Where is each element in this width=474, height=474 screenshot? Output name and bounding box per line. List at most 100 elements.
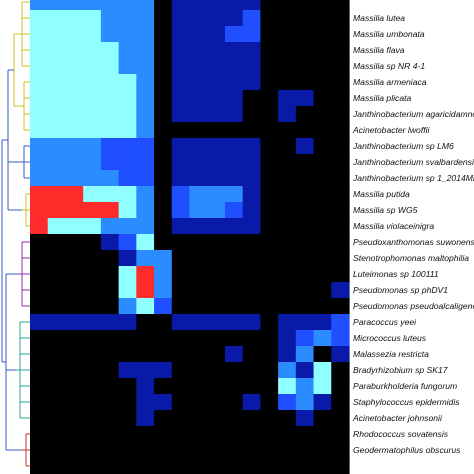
heatmap-cell <box>171 170 191 187</box>
heatmap-cell <box>65 442 84 459</box>
heatmap-cell <box>118 330 137 347</box>
heatmap-cell <box>30 298 49 315</box>
heatmap-cell <box>242 0 261 11</box>
heatmap-cell <box>47 106 67 123</box>
heatmap-cell <box>242 346 261 363</box>
heatmap-cell <box>47 282 67 299</box>
heatmap-cell <box>242 10 261 27</box>
heatmap-cell <box>189 266 208 283</box>
heatmap-cell <box>83 330 102 347</box>
row-label: Paracoccus yeei <box>353 317 417 327</box>
heatmap-cell <box>65 170 84 187</box>
heatmap-cell <box>47 362 67 379</box>
heatmap-cell <box>207 314 226 331</box>
heatmap-cell <box>189 282 208 299</box>
heatmap-cell <box>278 234 297 251</box>
heatmap-cell <box>65 346 84 363</box>
heatmap-cell <box>207 426 226 443</box>
heatmap-cell <box>207 234 226 251</box>
heatmap-cell <box>100 154 120 171</box>
heatmap-cell <box>242 298 261 315</box>
heatmap-cell <box>100 58 120 75</box>
heatmap-cell <box>189 330 208 347</box>
row-label: Massilia sp WG5 <box>353 205 418 215</box>
heatmap-cell <box>100 266 120 283</box>
heatmap-cell <box>65 10 84 27</box>
heatmap-cell <box>65 122 84 139</box>
row-label: Rhodococcus sovatensis <box>353 429 449 439</box>
row-label: Massilia umbonata <box>353 29 425 39</box>
heatmap-cell <box>189 442 208 459</box>
heatmap-cell <box>313 106 332 123</box>
heatmap-cell <box>100 458 120 474</box>
heatmap-cell <box>65 154 84 171</box>
heatmap-cell <box>295 106 315 123</box>
heatmap-cell <box>154 90 173 107</box>
row-label: Massilia armeniaca <box>353 77 427 87</box>
heatmap-cell <box>313 250 332 267</box>
heatmap-cell <box>100 442 120 459</box>
heatmap-cell <box>224 362 244 379</box>
heatmap-cell <box>83 42 102 59</box>
heatmap-cell <box>224 170 244 187</box>
heatmap-cell <box>136 138 155 155</box>
heatmap-cell <box>118 58 137 75</box>
heatmap-cell <box>242 362 261 379</box>
heatmap-cell <box>118 442 137 459</box>
heatmap-cell <box>242 26 261 43</box>
heatmap-cell <box>30 442 49 459</box>
heatmap-cell <box>118 26 137 43</box>
heatmap-cell <box>331 410 350 427</box>
heatmap-cell <box>83 362 102 379</box>
heatmap-cell <box>83 218 102 235</box>
heatmap-cell <box>295 186 315 203</box>
heatmap-cell <box>278 250 297 267</box>
dendrogram <box>1 1 30 467</box>
heatmap-cell <box>154 234 173 251</box>
heatmap-cell <box>224 298 244 315</box>
heatmap-cell <box>278 154 297 171</box>
heatmap-cell <box>242 58 261 75</box>
heatmap-cell <box>154 346 173 363</box>
heatmap-cell <box>189 458 208 474</box>
heatmap-cell <box>278 74 297 91</box>
heatmap-cell <box>171 42 191 59</box>
heatmap-cell <box>313 0 332 11</box>
heatmap-cell <box>171 250 191 267</box>
heatmap-cell <box>295 394 315 411</box>
heatmap-cell <box>331 330 350 347</box>
heatmap-cell <box>154 314 173 331</box>
heatmap-cell <box>189 362 208 379</box>
heatmap-cell <box>136 90 155 107</box>
heatmap-cell <box>242 458 261 474</box>
heatmap-cell <box>136 442 155 459</box>
heatmap-cell <box>47 314 67 331</box>
heatmap-cell <box>295 154 315 171</box>
heatmap-cell <box>295 26 315 43</box>
heatmap-cell <box>189 58 208 75</box>
heatmap-cell <box>83 458 102 474</box>
heatmap-cell <box>331 378 350 395</box>
heatmap-cell <box>260 186 279 203</box>
heatmap-cell <box>118 378 137 395</box>
row-label: Malassezia restricta <box>353 349 429 359</box>
heatmap-cell <box>260 298 279 315</box>
heatmap-cell <box>118 218 137 235</box>
row-label: Massilia sp NR 4-1 <box>353 61 426 71</box>
heatmap-cell <box>171 362 191 379</box>
heatmap-cell <box>242 410 261 427</box>
heatmap-cell <box>331 250 350 267</box>
heatmap-cell <box>331 170 350 187</box>
heatmap-cell <box>83 378 102 395</box>
heatmap-cell <box>83 202 102 219</box>
heatmap-cell <box>207 458 226 474</box>
heatmap-cell <box>313 378 332 395</box>
heatmap-cell <box>118 186 137 203</box>
heatmap-cell <box>278 282 297 299</box>
heatmap-cell <box>65 426 84 443</box>
heatmap-cell <box>83 426 102 443</box>
heatmap-cell <box>295 234 315 251</box>
heatmap-cell <box>154 122 173 139</box>
heatmap-cell <box>260 138 279 155</box>
heatmap-cell <box>154 458 173 474</box>
